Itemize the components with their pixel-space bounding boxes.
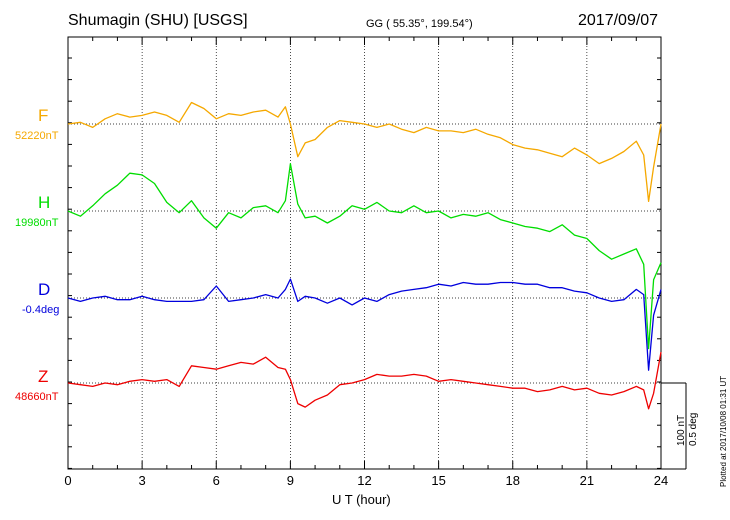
chart-title: Shumagin (SHU) [USGS] [68,12,248,29]
series-label-z: Z [38,367,49,386]
series-label-h: H [38,193,51,212]
series-line-d [67,278,662,371]
station-coordinates: GG ( 55.35°, 199.54°) [366,18,473,30]
series-lines [67,101,662,410]
grid [68,37,661,469]
x-tick-label: 15 [431,473,445,488]
scale-bar [661,382,687,470]
series-label-f: F [38,106,49,125]
chart-date: 2017/09/07 [578,12,659,29]
series-baseline-d: -0.4deg [22,304,60,316]
series-line-h [67,163,662,350]
series-line-f [67,101,662,203]
x-tick-label: 3 [139,473,146,488]
x-tick-label: 12 [357,473,371,488]
x-tick-label: 18 [506,473,520,488]
x-tick-label: 0 [64,473,71,488]
series-line-z [67,351,662,410]
series-baseline-f: 52220nT [15,130,59,142]
series-baseline-h: 19980nT [15,217,59,229]
x-axis-label: U T (hour) [332,492,391,507]
x-tick-label: 21 [580,473,594,488]
series-baseline-z: 48660nT [15,391,59,403]
x-tick-label: 9 [287,473,294,488]
x-tick-label: 6 [213,473,220,488]
x-axis-ticks: 0 3 6 9 12 15 18 21 24 [64,37,668,488]
x-tick-label: 24 [654,473,668,488]
series-label-d: D [38,280,51,299]
